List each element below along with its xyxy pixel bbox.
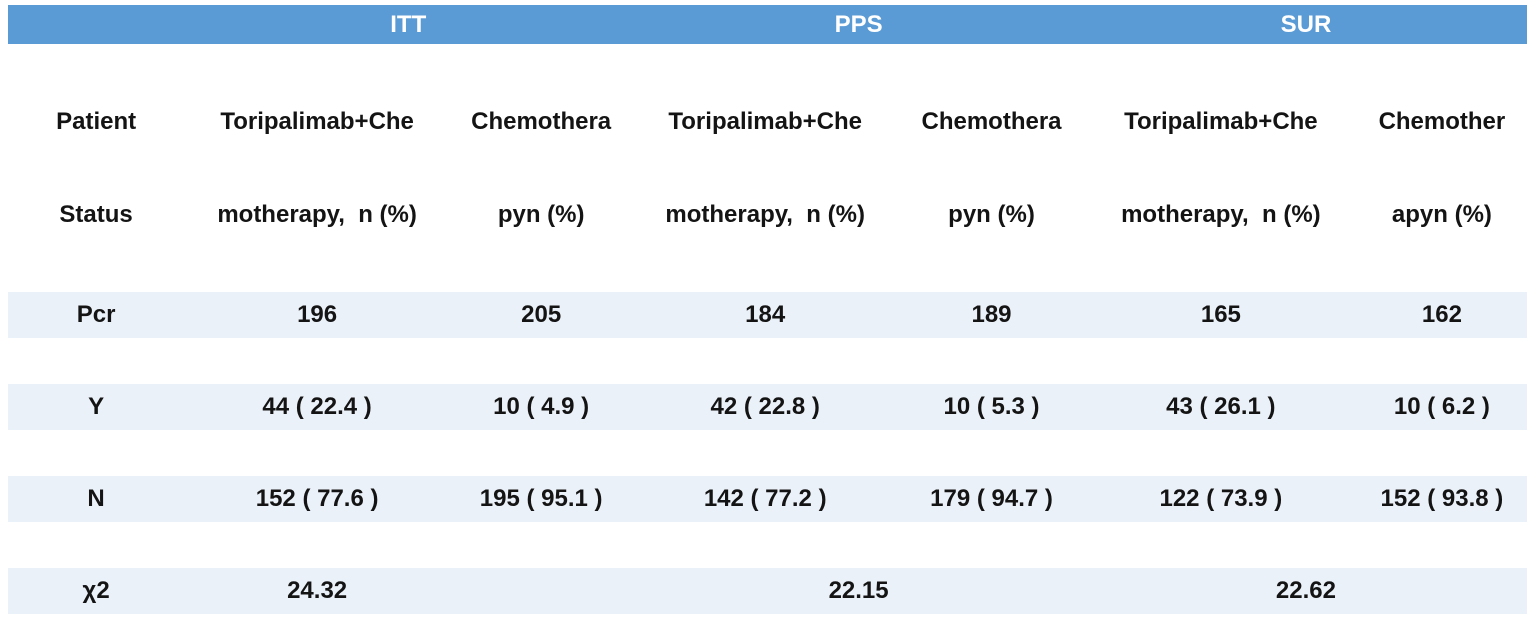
row-label: Pcr — [8, 292, 185, 338]
col-header-chemotherapy-pps: Chemothera pyn (%) — [898, 44, 1085, 292]
col-header-line: motherapy, n (%) — [217, 201, 417, 228]
table-row-n: N 152 ( 77.6 ) 195 ( 95.1 ) 142 ( 77.2 )… — [8, 476, 1527, 522]
col-header-toripalimab-sur: Toripalimab+Che motherapy, n (%) — [1084, 44, 1357, 292]
spacer-cell — [8, 522, 1527, 568]
table-row-chi2: χ2 24.32 22.15 22.62 — [8, 568, 1527, 614]
row-label: χ2 — [8, 568, 185, 614]
spacer-row — [8, 614, 1527, 629]
col-header-line: Chemothera — [921, 108, 1062, 135]
spacer-cell — [8, 338, 1527, 384]
col-header-patient-status: Patient Status — [8, 44, 185, 292]
group-header-itt: ITT — [184, 5, 633, 44]
cell: 122 ( 73.9 ) — [1084, 476, 1357, 522]
col-header-chemotherapy-sur: Chemother apyn (%) — [1356, 44, 1527, 292]
col-header-line: Toripalimab+Che — [220, 108, 414, 135]
cell: 22.62 — [1084, 568, 1527, 614]
spacer-row — [8, 338, 1527, 384]
row-label: Y — [8, 384, 185, 430]
table-row-pcr: Pcr 196 205 184 189 165 162 — [8, 292, 1527, 338]
cell: 42 ( 22.8 ) — [632, 384, 899, 430]
spacer-cell — [8, 430, 1527, 476]
col-header-line: motherapy, n (%) — [1121, 201, 1321, 228]
col-header-line: Chemothera — [471, 108, 612, 135]
cell: 205 — [450, 292, 633, 338]
cell: 10 ( 6.2 ) — [1356, 384, 1527, 430]
col-header-line: Toripalimab+Che — [1124, 108, 1318, 135]
group-header-pps: PPS — [632, 5, 1085, 44]
spacer-row — [8, 522, 1527, 568]
table-row-y: Y 44 ( 22.4 ) 10 ( 4.9 ) 42 ( 22.8 ) 10 … — [8, 384, 1527, 430]
cell: 152 ( 77.6 ) — [184, 476, 451, 522]
col-header-line: apyn (%) — [1391, 201, 1492, 228]
column-header-row: Patient Status Toripalimab+Che motherapy… — [8, 44, 1527, 292]
cell: 184 — [632, 292, 899, 338]
cell: 10 ( 4.9 ) — [450, 384, 633, 430]
cell: 189 — [898, 292, 1085, 338]
group-header-spacer — [8, 5, 185, 44]
cell: 152 ( 93.8 ) — [1356, 476, 1527, 522]
cell: 195 ( 95.1 ) — [450, 476, 633, 522]
cell: 179 ( 94.7 ) — [898, 476, 1085, 522]
col-header-line: Status — [59, 201, 133, 228]
col-header-line: pyn (%) — [948, 201, 1035, 228]
cell: 10 ( 5.3 ) — [898, 384, 1085, 430]
group-header-sur: SUR — [1084, 5, 1527, 44]
cell: 43 ( 26.1 ) — [1084, 384, 1357, 430]
cell: 196 — [184, 292, 451, 338]
cell: 44 ( 22.4 ) — [184, 384, 451, 430]
cell: 162 — [1356, 292, 1527, 338]
col-header-line: Toripalimab+Che — [668, 108, 862, 135]
spacer-cell — [8, 614, 1527, 629]
col-header-line: motherapy, n (%) — [665, 201, 865, 228]
cell: 22.15 — [632, 568, 1085, 614]
col-header-line: pyn (%) — [497, 201, 585, 228]
cell-empty — [450, 568, 633, 614]
spacer-row — [8, 430, 1527, 476]
col-header-chemotherapy-itt: Chemothera pyn (%) — [450, 44, 633, 292]
col-header-toripalimab-pps: Toripalimab+Che motherapy, n (%) — [632, 44, 899, 292]
group-header-band: ITT PPS SUR — [8, 5, 1527, 44]
row-label: N — [8, 476, 185, 522]
results-table: ITT PPS SUR Patient Status Toripalimab+C… — [8, 5, 1527, 629]
col-header-line: Patient — [56, 108, 137, 135]
col-header-line: Chemother — [1378, 108, 1506, 135]
col-header-toripalimab-itt: Toripalimab+Che motherapy, n (%) — [184, 44, 451, 292]
cell: 165 — [1084, 292, 1357, 338]
cell: 24.32 — [184, 568, 451, 614]
cell: 142 ( 77.2 ) — [632, 476, 899, 522]
